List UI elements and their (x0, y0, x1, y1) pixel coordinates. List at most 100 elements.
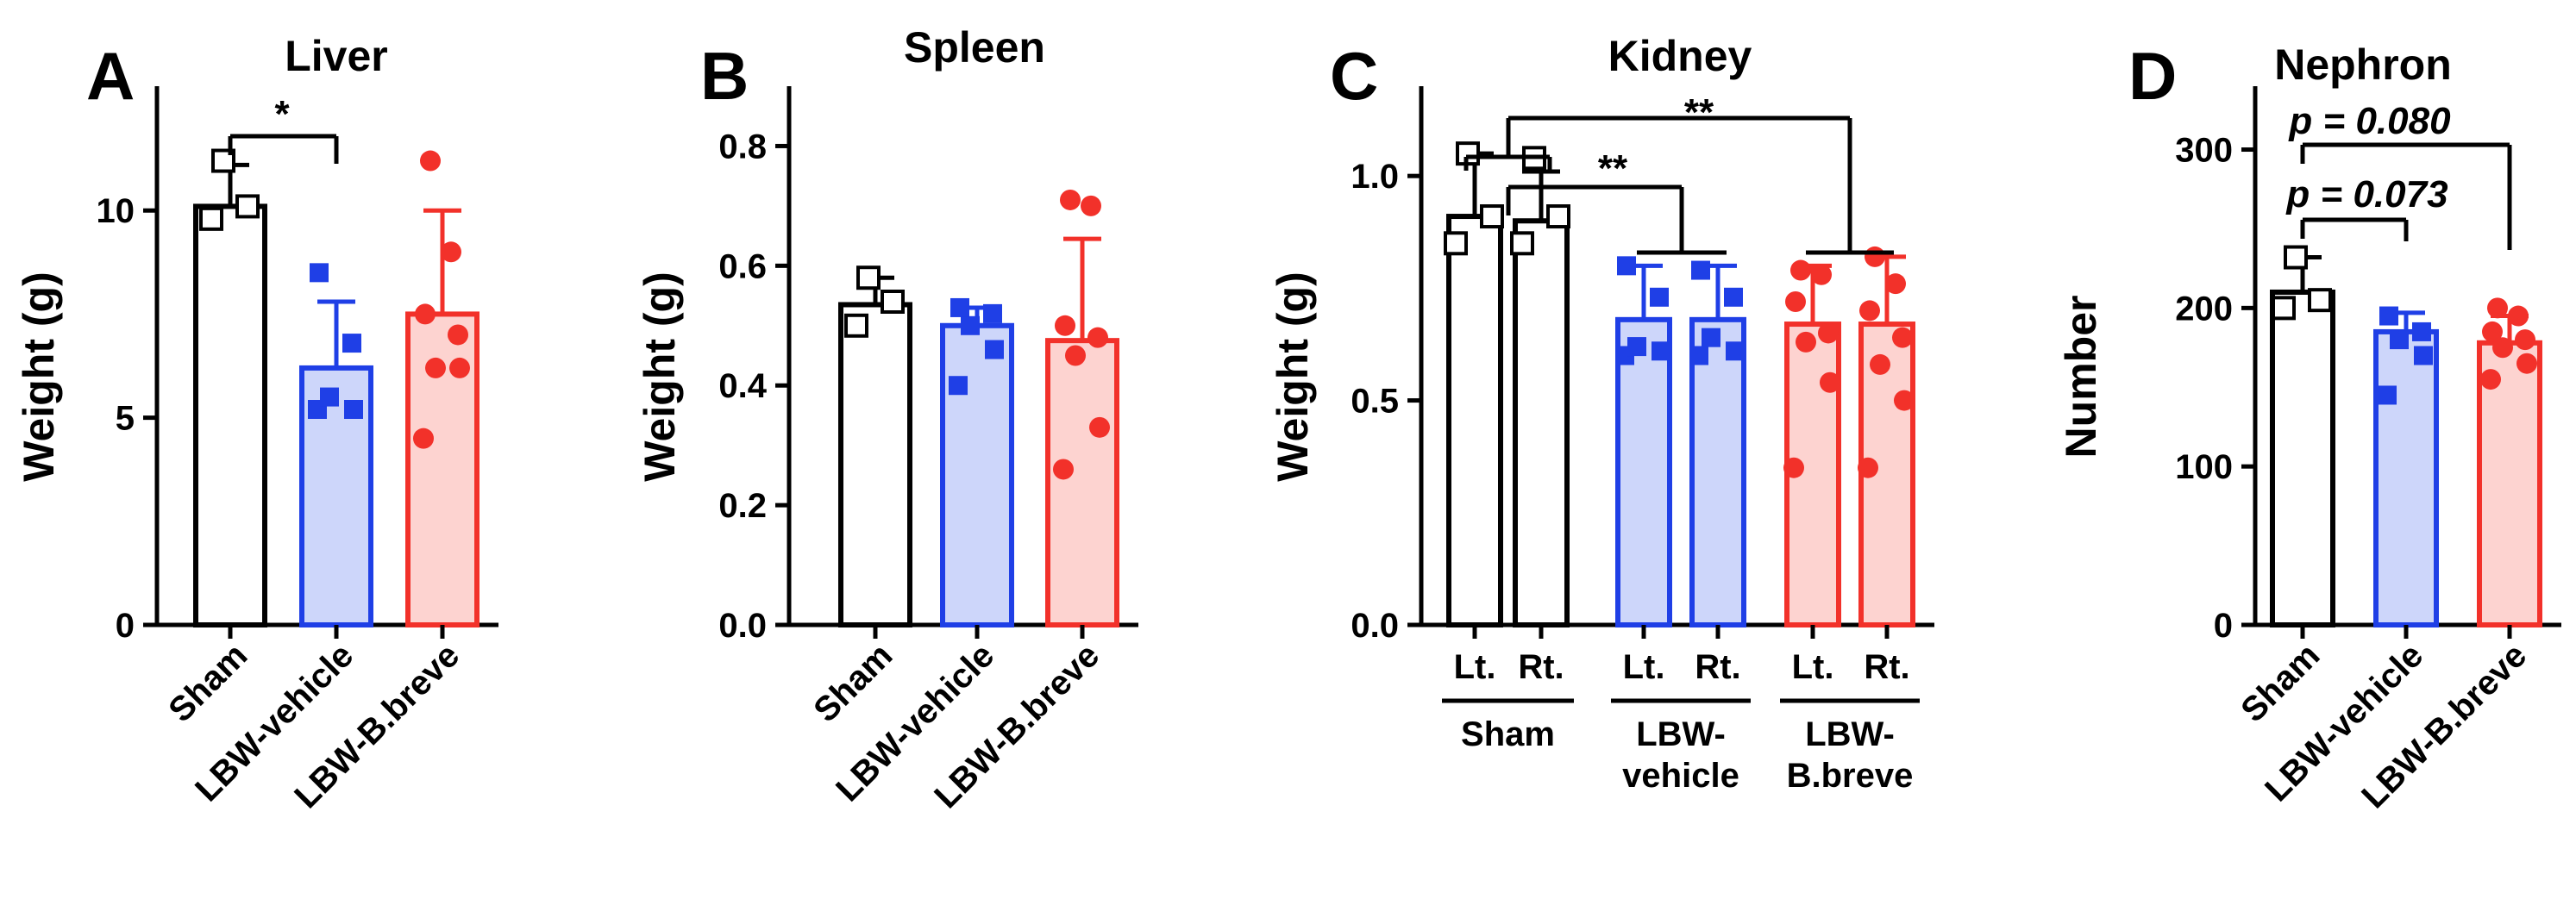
panel-d-title: Nephron (2274, 41, 2452, 89)
data-point (844, 313, 868, 338)
y-tick-label: 300 (2175, 132, 2233, 170)
panel-letter-b: B (700, 38, 749, 114)
group-label: LBW- (1636, 715, 1726, 753)
y-tick-label: 0.0 (718, 607, 767, 645)
data-point (1892, 327, 1913, 348)
data-point (1820, 371, 1840, 393)
data-point (1546, 204, 1570, 229)
data-point (881, 290, 905, 314)
data-point (1510, 231, 1534, 256)
panel-a-title: Liver (285, 32, 388, 80)
panel-c-ylabel: Weight (g) (1269, 272, 1317, 481)
panel-a-ylabel: Weight (g) (15, 272, 63, 481)
x-category-label: Sham (2234, 636, 2327, 729)
bar (1446, 214, 1503, 628)
y-tick-label: 0.5 (1351, 383, 1399, 421)
y-tick-label: 0.8 (718, 128, 767, 165)
group-label: B.breve (1787, 757, 1914, 795)
panel-d: D Nephron Number 0100200300ShamLBW-vehic… (2057, 38, 2561, 815)
data-point (1858, 457, 1878, 478)
data-point (1652, 341, 1670, 361)
y-tick-label: 10 (97, 192, 135, 230)
panel-c: C Kidney Weight (g) 0.0 0.5 1.0 Lt. Rt. Lt. Rt… (1269, 32, 1934, 795)
bar (193, 203, 267, 628)
x-category-label: Sham (161, 636, 254, 729)
x-category-label: Rt. (1695, 648, 1740, 686)
data-point (1818, 322, 1839, 344)
x-category-label: Lt. (1623, 648, 1665, 686)
data-point (2516, 353, 2537, 374)
group-label: vehicle (1622, 757, 1739, 795)
data-point (2412, 322, 2431, 341)
bar (2477, 340, 2542, 627)
data-point (449, 357, 470, 378)
data-point (1724, 287, 1743, 307)
panel-a-sig-label: * (274, 93, 290, 135)
data-point (413, 428, 434, 449)
data-point (1859, 300, 1880, 322)
data-point (1702, 328, 1720, 347)
group-label: LBW- (1805, 715, 1895, 753)
data-point (961, 315, 980, 335)
data-point (983, 303, 1002, 323)
data-point (1785, 291, 1806, 312)
x-category-label: Rt. (1518, 648, 1564, 686)
data-point (2492, 337, 2513, 359)
group-label: Sham (1461, 715, 1555, 753)
data-point (2482, 321, 2503, 342)
data-point (420, 150, 441, 172)
panel-b-ylabel: Weight (g) (636, 272, 684, 481)
panel-d-sig-label-vehicle: p = 0.073 (2285, 173, 2448, 215)
data-point (1783, 457, 1804, 478)
data-point (1480, 204, 1504, 229)
data-point (2515, 329, 2535, 351)
data-point (1055, 315, 1075, 336)
x-category-label: Lt. (1454, 648, 1496, 686)
data-point (1796, 331, 1816, 353)
data-point (985, 340, 1004, 359)
data-point (1790, 259, 1811, 281)
data-point (1726, 341, 1745, 361)
panel-letter-a: A (86, 38, 135, 114)
data-point (2308, 288, 2332, 313)
data-point (199, 206, 223, 231)
y-tick-label: 0.0 (1351, 607, 1399, 645)
y-tick-label: 0.6 (718, 247, 767, 285)
data-point (320, 387, 339, 407)
data-point (1087, 327, 1108, 348)
panel-letter-d: D (2128, 38, 2177, 114)
data-point (441, 241, 461, 263)
data-point (2378, 385, 2397, 405)
data-point (1865, 246, 1885, 267)
panel-c-plot: 0.0 0.5 1.0 Lt. Rt. Lt. Rt. Lt. Rt. Sham LBW-vehic… (1351, 86, 1934, 795)
data-point (1444, 231, 1468, 256)
data-point (425, 357, 446, 378)
data-point (2508, 305, 2529, 327)
y-tick-label: 0 (2214, 607, 2233, 645)
bar (838, 302, 912, 627)
data-point (1691, 260, 1710, 280)
data-point (949, 376, 968, 396)
data-point (1089, 416, 1110, 438)
panel-c-significance (1463, 115, 1894, 255)
data-point (1650, 287, 1669, 307)
data-point (448, 324, 468, 346)
data-point (2414, 346, 2433, 365)
bar (1045, 338, 1119, 627)
data-point (2284, 245, 2308, 270)
data-point (1627, 337, 1646, 357)
data-point (950, 297, 969, 317)
data-point (1060, 189, 1081, 210)
data-point (2390, 330, 2409, 350)
data-point (856, 265, 881, 290)
panel-b-title: Spleen (904, 23, 1045, 72)
panel-letter-c: C (1330, 38, 1378, 114)
data-point (1065, 345, 1086, 366)
data-point (1894, 390, 1915, 411)
y-tick-label: 0.2 (718, 487, 767, 525)
x-category-label: Rt. (1864, 648, 1909, 686)
bar (1513, 218, 1570, 627)
y-tick-label: 1.0 (1351, 158, 1399, 196)
panel-d-sig-label-breve: p = 0.080 (2288, 100, 2451, 142)
